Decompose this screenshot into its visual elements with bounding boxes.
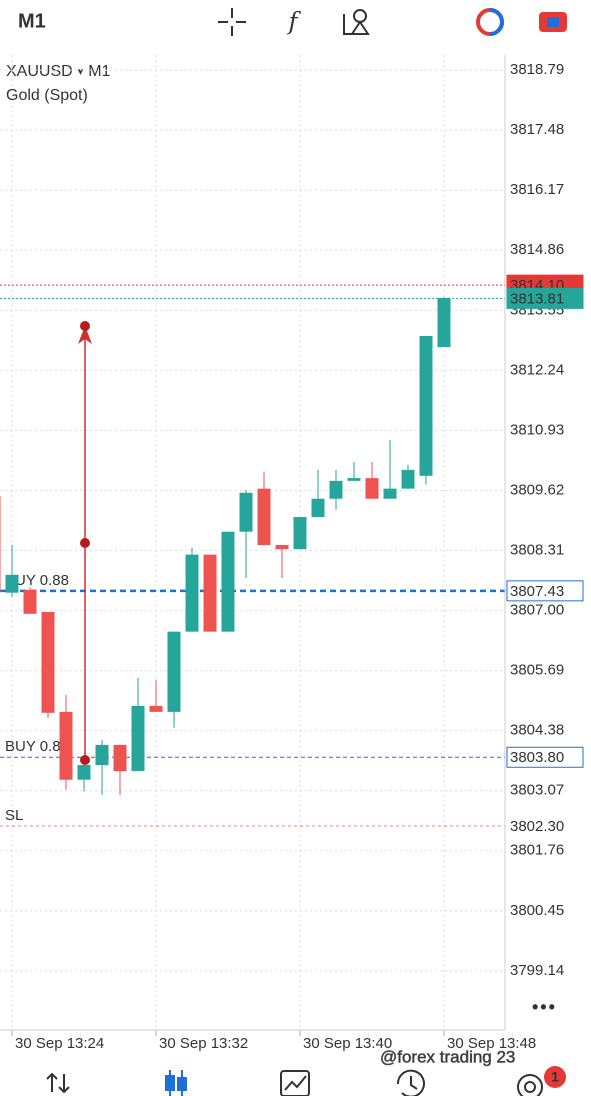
candle-body [383, 488, 397, 499]
y-tick-label: 3801.76 [510, 842, 564, 859]
x-tick-label: 30 Sep 13:48 [447, 1035, 536, 1052]
crosshair-icon[interactable] [218, 8, 246, 36]
y-tick-label: 3805.69 [510, 662, 564, 679]
candle-body [131, 705, 145, 772]
candle-body [257, 488, 271, 546]
settings-tab[interactable] [517, 1074, 543, 1096]
price-label: 3803.80 [510, 749, 564, 766]
watermark: @forex trading 23 [380, 1047, 515, 1066]
candle-body [23, 589, 37, 614]
y-tick-label: 3804.38 [510, 722, 564, 739]
y-tick-label: 3817.48 [510, 121, 564, 138]
price-label-box [506, 746, 584, 768]
trade-icon[interactable] [476, 8, 504, 36]
chart-tab[interactable] [165, 1070, 187, 1096]
candle-body [221, 531, 235, 632]
notification-badge [544, 1066, 566, 1088]
candle-body [77, 765, 91, 780]
y-tick-label: 3803.07 [510, 782, 564, 799]
candle-body [167, 631, 181, 712]
timeframe-button[interactable]: M1 [18, 10, 46, 32]
y-tick-label: 3799.14 [510, 962, 564, 979]
y-tick-label: 3807.00 [510, 602, 564, 619]
symbol: XAUUSD ▾ M1 [6, 63, 111, 80]
candle-body [401, 469, 415, 489]
x-tick-label: 30 Sep 13:32 [159, 1035, 248, 1052]
bottom-nav [46, 1069, 543, 1096]
y-tick-label: 3809.62 [510, 481, 564, 498]
y-tick-label: 3816.17 [510, 181, 564, 198]
symbol-description: Gold (Spot) [6, 87, 88, 104]
trade-tab[interactable] [280, 1070, 310, 1096]
y-tick-label: 3810.93 [510, 421, 564, 438]
candle-body [5, 574, 19, 593]
price-label-box [506, 580, 584, 602]
price-line-name: SL [5, 807, 23, 824]
price-label: 3813.81 [510, 290, 564, 307]
candle-body [41, 611, 55, 713]
candle-body [95, 744, 109, 766]
candle-body [419, 335, 433, 476]
objects-icon[interactable] [343, 9, 370, 35]
price-label: 3807.43 [510, 583, 564, 600]
history-tab[interactable] [396, 1069, 425, 1096]
price-label-box [506, 287, 584, 309]
price-line-name: BUY 0.88 [5, 738, 69, 755]
price-line-name: BUY 0.88 [5, 572, 69, 589]
y-tick-label: 3814.86 [510, 241, 564, 258]
account-icon[interactable] [539, 12, 567, 32]
x-tick-label: 30 Sep 13:24 [15, 1035, 104, 1052]
y-tick-label: 3808.31 [510, 541, 564, 558]
quotes-tab[interactable] [46, 1072, 70, 1094]
measure-tool [78, 321, 92, 765]
candle-body [0, 495, 1, 593]
more-button[interactable]: ••• [532, 997, 557, 1017]
candle-body [293, 517, 307, 550]
candle-body [347, 478, 361, 481]
candle-body [149, 705, 163, 712]
candle-body [329, 480, 343, 499]
badge-count: 1 [551, 1069, 559, 1085]
y-tick-label: 3800.45 [510, 902, 564, 919]
candle-body [185, 554, 199, 632]
plot-area: 3818.793817.483816.173814.863813.553812.… [0, 55, 584, 1052]
candle-body [437, 297, 451, 347]
x-tick-label: 30 Sep 13:40 [303, 1035, 392, 1052]
candle-body [311, 498, 325, 518]
y-tick-label: 3818.79 [510, 61, 564, 78]
candle-body [365, 478, 379, 499]
candle-body [239, 492, 253, 532]
candle-body [275, 545, 289, 550]
candle-body [113, 744, 127, 772]
y-tick-label: 3812.24 [510, 361, 564, 378]
price-label: 3802.30 [510, 818, 564, 835]
candle-body [203, 554, 217, 632]
candle-body [59, 711, 73, 780]
